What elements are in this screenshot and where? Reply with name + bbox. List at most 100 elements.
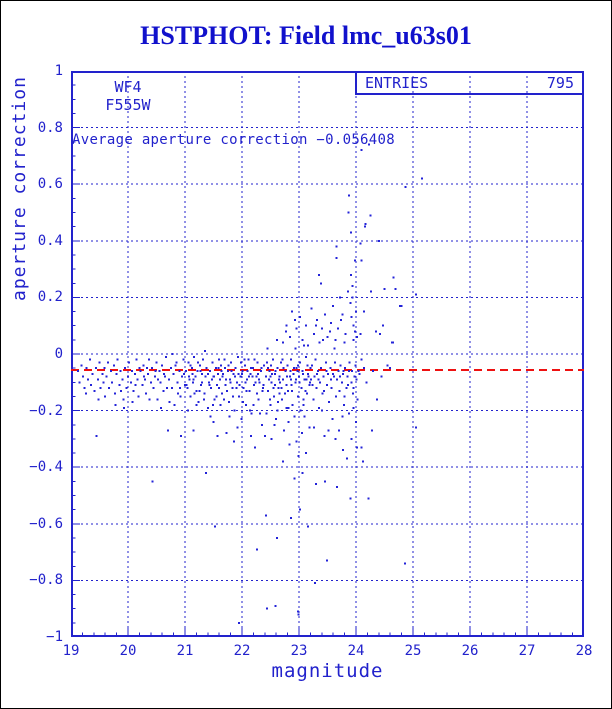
data-point	[319, 381, 322, 384]
page-title: HSTPHOT: Field lmc_u63s01	[140, 21, 472, 50]
data-point	[341, 372, 344, 375]
data-point	[234, 367, 237, 370]
data-point	[305, 378, 308, 381]
y-axis-title: aperture correction	[9, 76, 30, 301]
data-point	[260, 367, 263, 370]
data-point	[350, 437, 353, 440]
data-point	[288, 443, 291, 446]
data-point	[161, 364, 164, 367]
data-point	[238, 395, 241, 398]
data-point	[275, 338, 278, 341]
data-point	[297, 613, 300, 616]
data-point	[144, 378, 147, 381]
data-point	[233, 409, 236, 412]
data-point	[257, 372, 259, 375]
data-point	[145, 392, 148, 395]
data-point	[317, 378, 320, 381]
data-point	[236, 426, 239, 429]
data-point	[151, 480, 154, 483]
data-point	[352, 324, 355, 327]
data-point	[349, 302, 352, 305]
data-point	[295, 367, 298, 370]
data-point	[85, 367, 88, 370]
data-point	[312, 426, 315, 429]
data-point	[279, 361, 282, 364]
data-point	[360, 446, 363, 449]
data-point	[363, 367, 365, 370]
data-point	[255, 392, 258, 395]
data-point	[131, 370, 133, 372]
data-point	[203, 392, 206, 395]
data-point	[169, 367, 172, 370]
data-point	[299, 316, 302, 319]
data-point	[296, 610, 299, 613]
data-point	[138, 367, 141, 370]
data-point	[372, 370, 375, 372]
data-point	[336, 327, 339, 330]
data-point	[199, 370, 202, 372]
entries-stats-box: ENTRIES 795	[355, 71, 584, 95]
data-point	[355, 378, 358, 381]
data-point	[328, 330, 331, 333]
data-point	[345, 387, 348, 389]
data-point	[301, 338, 304, 341]
data-point	[314, 582, 316, 585]
data-point	[197, 401, 200, 404]
data-point	[313, 375, 316, 378]
data-point	[289, 370, 292, 372]
data-point	[375, 330, 377, 333]
x-tick-label: 20	[119, 643, 137, 659]
data-point	[339, 296, 341, 299]
data-point	[304, 355, 307, 358]
data-point	[310, 378, 312, 381]
data-point	[266, 347, 269, 350]
data-point	[376, 398, 379, 401]
data-point	[193, 392, 196, 395]
data-point	[214, 367, 217, 370]
data-point	[265, 412, 268, 415]
data-point	[348, 361, 351, 364]
data-point	[299, 361, 302, 364]
data-point	[335, 395, 337, 398]
data-point	[235, 381, 238, 384]
data-point	[294, 319, 296, 321]
data-point	[125, 387, 128, 389]
data-point	[177, 392, 180, 395]
data-point	[360, 149, 363, 152]
data-point	[165, 355, 168, 358]
data-point	[321, 392, 324, 395]
data-point	[343, 403, 345, 406]
data-point	[246, 378, 249, 381]
data-point	[259, 370, 262, 372]
data-point	[347, 290, 349, 293]
data-point	[269, 403, 272, 406]
data-point	[358, 372, 361, 375]
data-point	[185, 370, 188, 372]
data-point	[250, 412, 253, 415]
data-point	[282, 378, 284, 381]
x-axis-title: magnitude	[271, 660, 384, 682]
data-point	[320, 327, 323, 330]
data-point	[243, 364, 246, 367]
data-point	[276, 401, 279, 404]
data-point	[360, 358, 363, 361]
data-point	[96, 378, 99, 381]
data-point	[194, 375, 197, 378]
data-point	[78, 381, 81, 384]
data-point	[337, 370, 340, 372]
data-point	[347, 211, 350, 214]
data-point	[261, 423, 263, 426]
data-point	[400, 304, 403, 307]
data-point	[198, 364, 201, 367]
data-point	[216, 435, 219, 438]
data-point	[205, 367, 208, 370]
data-point	[262, 387, 265, 389]
data-point	[229, 381, 232, 384]
data-point	[288, 336, 291, 338]
data-point	[255, 548, 258, 551]
data-point	[227, 364, 230, 367]
data-point	[386, 364, 389, 367]
data-point	[76, 370, 79, 372]
data-point	[326, 336, 329, 338]
